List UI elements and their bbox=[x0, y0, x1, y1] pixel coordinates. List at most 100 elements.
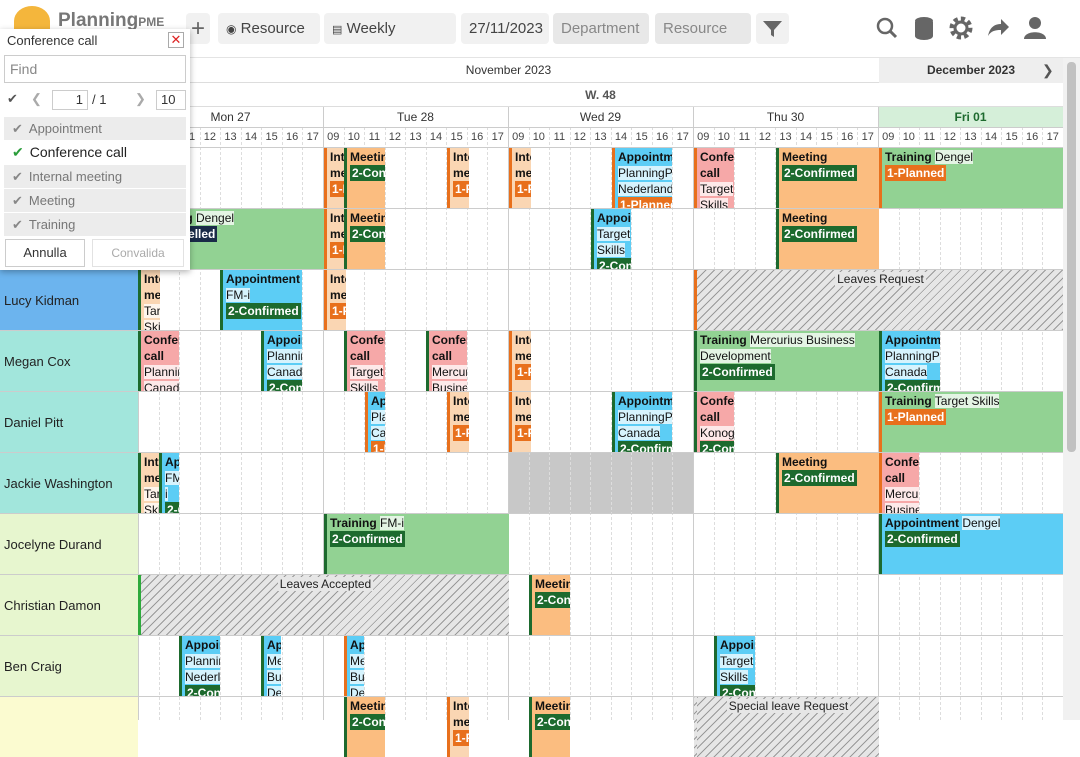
activity-label: Training bbox=[28, 217, 76, 232]
event-status: 2-Confirmed bbox=[350, 165, 385, 181]
event-status: 1-Planned bbox=[453, 181, 469, 197]
event-detail: FM-i bbox=[226, 288, 250, 302]
day-label: Tue 28 bbox=[397, 110, 434, 124]
share-icon[interactable] bbox=[982, 12, 1014, 44]
hour-line bbox=[261, 127, 263, 720]
event-detail: FM-i bbox=[380, 516, 405, 530]
hour-line bbox=[281, 127, 283, 720]
row-line bbox=[0, 208, 1063, 209]
leave-block: Special leave Request bbox=[694, 697, 879, 757]
day-line bbox=[138, 107, 139, 720]
resource-name: Lucy Kidman bbox=[0, 269, 138, 330]
event: Internal meeting1-Planned bbox=[447, 148, 469, 208]
event-type: Internal meeting bbox=[515, 150, 531, 180]
check-mark: ✔ bbox=[12, 144, 24, 160]
event: Appointment PlanningPME Canada1-Planned bbox=[365, 392, 385, 452]
settings-icon[interactable] bbox=[945, 12, 977, 44]
activity-label: Internal meeting bbox=[28, 169, 123, 184]
filter-popup: Conference call ✕ Find ✔ ❮ 1 / 1 ❯ 10 ✔ A… bbox=[0, 29, 190, 270]
event-status: 1-Planned bbox=[885, 409, 947, 425]
add-button[interactable]: + bbox=[186, 13, 210, 44]
activity-item[interactable]: ✔ Training bbox=[4, 213, 186, 236]
event-status: 2-Confirmed bbox=[720, 685, 755, 696]
search-icon[interactable] bbox=[871, 12, 903, 44]
next-arrow[interactable]: ❯ bbox=[1042, 62, 1054, 78]
per-page[interactable]: 10 bbox=[156, 90, 186, 110]
find-input[interactable]: Find bbox=[4, 55, 186, 83]
close-button[interactable]: ✕ bbox=[168, 32, 184, 48]
hour-line bbox=[795, 127, 797, 720]
popup-title: Conference call bbox=[7, 33, 98, 48]
event-status: 2-Confirmed bbox=[226, 303, 301, 319]
event-type: Appointment bbox=[165, 455, 179, 469]
department-filter[interactable]: Department bbox=[553, 13, 649, 44]
hour-label: 14 bbox=[799, 131, 813, 143]
event-type: Conference call bbox=[700, 150, 734, 180]
event-type: Training bbox=[885, 150, 932, 164]
hour-label: 11 bbox=[553, 131, 566, 143]
hour-line bbox=[734, 127, 736, 720]
page-input[interactable]: 1 bbox=[52, 90, 88, 110]
logo-text: Planning bbox=[58, 10, 139, 31]
event-detail: Target Skills bbox=[720, 654, 754, 684]
row-line bbox=[0, 513, 1063, 514]
activity-item[interactable]: ✔ Appointment bbox=[4, 117, 186, 140]
event-type: Appointment bbox=[618, 394, 672, 408]
hour-line bbox=[220, 127, 222, 720]
view-select[interactable]: ◉ Resource bbox=[218, 13, 320, 44]
row-line bbox=[0, 391, 1063, 392]
event-type: Internal meeting bbox=[330, 272, 346, 302]
user-icon[interactable] bbox=[1019, 12, 1051, 44]
event-detail: Dengel bbox=[962, 516, 1001, 530]
cancel-button[interactable]: Annulla bbox=[5, 239, 85, 267]
hour-label: 15 bbox=[450, 131, 463, 143]
hour-label: 10 bbox=[347, 131, 360, 143]
prev-page[interactable]: ❮ bbox=[31, 91, 42, 106]
period-select[interactable]: ▤ Weekly bbox=[324, 13, 456, 44]
hour-label: 13 bbox=[409, 131, 422, 143]
resource-name: Christian Damon bbox=[0, 574, 138, 635]
check-mark: ✔ bbox=[12, 193, 23, 208]
event-status: 2-Confirmed bbox=[535, 714, 570, 730]
event-type: Internal meeting bbox=[453, 699, 469, 729]
activity-item[interactable]: ✔ Internal meeting bbox=[4, 165, 186, 188]
event-type: Conference call bbox=[350, 333, 385, 363]
day-label: Fri 01 bbox=[954, 110, 987, 124]
event-status: 2-Confirmed bbox=[782, 470, 857, 486]
hour-line bbox=[384, 127, 386, 720]
database-icon[interactable] bbox=[908, 12, 940, 44]
next-page[interactable]: ❯ bbox=[135, 91, 146, 106]
activity-item[interactable]: ✔ Conference call bbox=[4, 141, 186, 164]
hour-label: 17 bbox=[491, 131, 504, 143]
event: Appointment Mercurius Business Developme… bbox=[261, 636, 281, 696]
scrollbar[interactable] bbox=[1063, 58, 1080, 720]
resource-filter[interactable]: Resource bbox=[655, 13, 751, 44]
date-input[interactable]: 27/11/2023 bbox=[461, 13, 549, 44]
event-status: 2-Confirmed bbox=[885, 531, 960, 547]
hour-label: 13 bbox=[224, 131, 237, 143]
check-all[interactable]: ✔ bbox=[7, 91, 18, 106]
event: Conference call PlanningPME Canada2-Conf… bbox=[138, 331, 179, 391]
event: Training FM-i 2-Confirmed bbox=[324, 514, 509, 574]
event-type: Appointment bbox=[185, 638, 220, 652]
filter-button[interactable] bbox=[756, 13, 789, 44]
week-label: W. 48 bbox=[138, 83, 1063, 107]
resource-name bbox=[0, 696, 138, 757]
scroll-thumb[interactable] bbox=[1067, 62, 1076, 452]
event-status: 1-Planned bbox=[453, 425, 469, 441]
confirm-button[interactable]: Convalida bbox=[92, 239, 184, 267]
day-line bbox=[323, 107, 324, 720]
event-status: 2-Confirmed bbox=[618, 441, 672, 452]
event-detail: Mercurius Business Development bbox=[267, 654, 281, 696]
event-status: 1-Planned bbox=[371, 441, 385, 452]
event: Appointment Mercurius Business Developme… bbox=[344, 636, 364, 696]
activity-item[interactable]: ✔ Meeting bbox=[4, 189, 186, 212]
leave-block: Leaves Request bbox=[694, 270, 1063, 330]
event: Conference call Mercurius Business1-Plan… bbox=[879, 453, 919, 513]
